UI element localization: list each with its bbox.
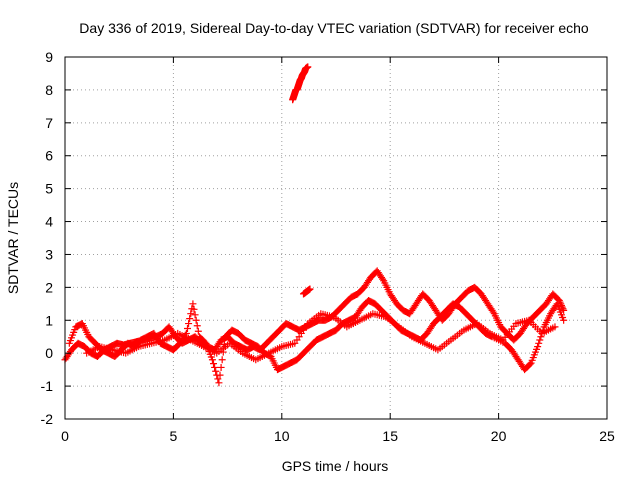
data-point (187, 310, 195, 318)
plot-frame (64, 56, 608, 420)
marks-layer (61, 63, 568, 387)
data-point (534, 343, 542, 351)
data-point (192, 316, 200, 324)
data-point (210, 360, 218, 368)
data-point (537, 333, 545, 341)
grid-layer (65, 57, 607, 419)
y-tick-label: 2 (45, 279, 53, 295)
x-tick-label: 0 (61, 428, 69, 444)
data-point (304, 63, 312, 71)
data-point (216, 371, 224, 379)
y-tick-label: 9 (45, 49, 53, 65)
data-point (560, 306, 568, 314)
data-point (306, 285, 314, 293)
data-point (551, 323, 559, 331)
y-tick-label: 8 (45, 82, 53, 98)
data-point (190, 305, 198, 313)
data-point (526, 360, 534, 368)
x-tick-label: 10 (274, 428, 290, 444)
x-tick-label: 20 (491, 428, 507, 444)
data-point (536, 336, 544, 344)
x-axis-label: GPS time / hours (282, 458, 389, 474)
data-point (193, 322, 201, 330)
x-tick-label: 25 (599, 428, 615, 444)
data-point (201, 338, 209, 346)
data-point (211, 363, 219, 371)
data-point (194, 327, 202, 335)
x-tick-label: 5 (170, 428, 178, 444)
data-point (560, 316, 568, 324)
x-tick-label: 15 (382, 428, 398, 444)
data-point (191, 311, 199, 319)
data-point (489, 308, 497, 316)
y-tick-label: 7 (45, 115, 53, 131)
y-tick-label: 4 (45, 214, 53, 230)
y-tick-label: 1 (45, 312, 53, 328)
data-point (183, 325, 191, 332)
data-point (217, 363, 225, 371)
data-point (185, 320, 193, 328)
chart-title: Day 336 of 2019, Sidereal Day-to-day VTE… (79, 20, 589, 36)
series-burst-high (289, 63, 312, 104)
y-axis-label: SDTVAR / TECUs (5, 182, 21, 294)
data-point (212, 367, 220, 375)
ticks-layer: 0 5 10 15 20 25 -2 -1 0 1 2 3 4 5 6 7 8 9 (41, 49, 615, 444)
y-tick-label: 5 (45, 181, 53, 197)
data-point (186, 315, 194, 323)
data-point (214, 375, 222, 383)
y-tick-label: -1 (41, 378, 54, 394)
data-point (189, 300, 197, 308)
data-point (379, 275, 387, 283)
data-point (208, 356, 216, 364)
data-point (535, 339, 543, 347)
y-tick-label: 0 (45, 345, 53, 361)
y-tick-label: 3 (45, 246, 53, 262)
data-point (218, 356, 226, 364)
y-tick-label: 6 (45, 148, 53, 164)
y-tick-label: -2 (41, 411, 54, 427)
series-burst-mid (299, 285, 314, 298)
data-point (215, 379, 223, 387)
series-trace-c (83, 310, 559, 364)
